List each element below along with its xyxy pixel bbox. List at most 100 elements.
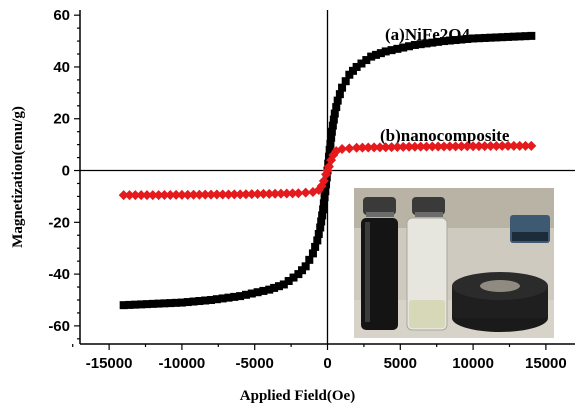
data-point (344, 143, 355, 154)
data-point (212, 295, 221, 304)
x-tick-label: 15000 (525, 355, 567, 372)
data-point (335, 90, 344, 99)
annotation-nanocomposite: (b)nanocomposite (380, 126, 510, 145)
y-tick-label: 40 (53, 59, 70, 76)
data-point (131, 300, 140, 309)
data-point (147, 190, 158, 201)
x-tick-label: 10000 (452, 355, 494, 372)
data-point (428, 38, 437, 47)
data-point (329, 115, 338, 124)
data-point (451, 36, 460, 45)
data-point (137, 300, 146, 309)
data-point (218, 294, 227, 303)
data-point (498, 33, 507, 42)
y-axis-title: Magnetization(emu/g) (10, 106, 26, 248)
data-point (264, 188, 275, 199)
data-point (398, 141, 409, 152)
data-point (515, 32, 524, 41)
data-point (189, 297, 198, 306)
x-tick-label: 5000 (384, 355, 417, 372)
data-point (153, 190, 164, 201)
data-point (274, 282, 283, 291)
data-point (415, 141, 426, 152)
data-point (514, 140, 525, 151)
data-point (327, 133, 336, 142)
data-point (337, 144, 348, 155)
y-tick-label: 0 (62, 163, 70, 180)
data-point (422, 39, 431, 48)
data-point (328, 121, 337, 130)
data-point (480, 33, 489, 42)
data-point (124, 190, 135, 201)
data-point (338, 83, 347, 92)
data-point (224, 293, 233, 302)
y-tick-label: -60 (48, 318, 70, 335)
data-point (289, 273, 298, 282)
x-tick-label: 0 (323, 355, 331, 372)
data-point (341, 77, 350, 86)
y-tick-label: -40 (48, 266, 70, 283)
data-point (508, 140, 519, 151)
data-point (327, 127, 336, 136)
data-point (154, 299, 163, 308)
data-point (322, 180, 331, 189)
data-point (211, 189, 222, 200)
x-tick-label: -15000 (86, 355, 133, 372)
data-point (314, 229, 323, 238)
data-point (246, 189, 257, 200)
data-point (526, 140, 537, 151)
data-point (509, 32, 518, 41)
data-point (521, 32, 530, 41)
y-tick-label: -20 (48, 214, 70, 231)
data-point (284, 276, 293, 285)
data-point (474, 34, 483, 43)
data-point (416, 40, 425, 49)
data-point (485, 141, 496, 152)
data-point (241, 290, 250, 299)
data-point (217, 189, 228, 200)
data-point (118, 190, 129, 201)
data-point (195, 297, 204, 306)
data-point (369, 142, 380, 153)
data-point (367, 52, 376, 61)
data-point (235, 189, 246, 200)
data-point (333, 96, 342, 105)
data-point (376, 49, 385, 58)
data-point (176, 189, 187, 200)
data-point (330, 109, 339, 118)
x-tick-label: -5000 (236, 355, 274, 372)
data-point (166, 299, 175, 308)
data-point (317, 217, 326, 226)
data-point (491, 140, 502, 151)
y-tick-label: 20 (53, 111, 70, 128)
data-point (125, 300, 134, 309)
data-point (320, 193, 329, 202)
data-point (313, 236, 322, 245)
x-axis-title: Applied Field(Oe) (240, 388, 355, 404)
data-point (130, 190, 141, 201)
data-point (252, 189, 263, 200)
data-point (308, 249, 317, 258)
data-point (201, 296, 210, 305)
data-point (194, 189, 205, 200)
data-point (305, 255, 314, 264)
data-point (316, 223, 325, 232)
data-point (311, 242, 320, 251)
data-point (136, 190, 147, 201)
data-point (386, 142, 397, 153)
data-point (352, 62, 361, 71)
data-point (399, 43, 408, 52)
data-point (439, 37, 448, 46)
data-point (253, 288, 262, 297)
data-point (236, 292, 245, 301)
data-point (527, 31, 536, 40)
data-point (247, 289, 256, 298)
data-point (479, 141, 490, 152)
data-point (362, 56, 371, 65)
data-point (142, 300, 151, 309)
data-point (270, 188, 281, 199)
data-point (177, 298, 186, 307)
data-point (381, 47, 390, 56)
data-point (229, 189, 240, 200)
data-point (318, 211, 327, 220)
